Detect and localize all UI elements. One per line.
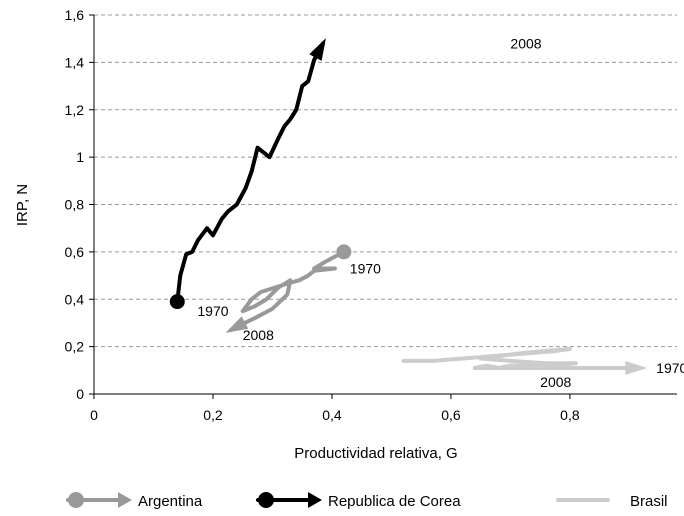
x-tick-label: 0,2 [203, 407, 223, 423]
series-end-arrow-argentina [225, 316, 249, 333]
annotation-label: 1970 [656, 360, 684, 376]
legend-marker-argentina [68, 492, 84, 508]
legend-arrow-republica-de-corea [308, 492, 322, 508]
annotation-label: 2008 [510, 35, 541, 51]
series-brasil [401, 346, 648, 375]
series-start-marker-argentina [336, 244, 352, 260]
y-tick-label: 0 [76, 386, 84, 402]
series-republica-de-corea [169, 38, 326, 310]
legend: Argentina Republica de Corea Brasil [66, 492, 668, 510]
series-lines [169, 38, 648, 375]
x-axis-title: Productividad relativa, G [294, 445, 457, 462]
legend-item-brasil: Brasil [556, 493, 668, 510]
y-tick-label: 0,4 [65, 291, 85, 307]
axes [89, 14, 677, 399]
annotation-label: 2008 [540, 374, 571, 390]
series-line-brasil [401, 346, 644, 370]
x-tick-label: 0,8 [560, 407, 580, 423]
annotation-label: 1970 [350, 260, 381, 276]
legend-label-republica-de-corea: Republica de Corea [328, 493, 461, 510]
legend-item-republica-de-corea: Republica de Corea [256, 492, 461, 510]
series-line-republica-de-corea [175, 41, 326, 304]
y-tick-label: 0,8 [65, 197, 85, 213]
legend-label-brasil: Brasil [630, 493, 668, 510]
series-line-argentina [228, 249, 346, 333]
x-tick-label: 0 [90, 407, 98, 423]
annotation-label: 1970 [197, 303, 228, 319]
series-start-marker-republica-de-corea [169, 294, 185, 310]
series-end-arrow-republica-de-corea [309, 38, 326, 61]
x-tick-label: 0,4 [322, 407, 342, 423]
x-tick-label: 0,6 [441, 407, 461, 423]
legend-item-argentina: Argentina [66, 492, 203, 510]
series-argentina [225, 244, 352, 333]
y-tick-label: 0,2 [65, 339, 85, 355]
y-tick-label: 1,2 [65, 102, 85, 118]
y-tick-label: 1,4 [65, 54, 85, 70]
y-tick-label: 0,6 [65, 244, 85, 260]
grid-lines [94, 14, 677, 348]
legend-marker-republica-de-corea [258, 492, 274, 508]
legend-arrow-argentina [118, 492, 132, 508]
tick-labels: 0 0,2 0,4 0,6 0,8 1 1,2 1,4 1,6 0 0,2 0,4 0,6 0,8 [65, 7, 580, 423]
y-tick-label: 1 [76, 149, 84, 165]
series-end-arrow-brasil [625, 360, 648, 375]
annotations: 2008 1970 1970 2008 1970 2008 [197, 35, 684, 390]
y-axis-title: IRP, N [14, 184, 31, 226]
y-tick-label: 1,6 [65, 7, 85, 23]
legend-label-argentina: Argentina [138, 493, 203, 510]
annotation-label: 2008 [243, 327, 274, 343]
